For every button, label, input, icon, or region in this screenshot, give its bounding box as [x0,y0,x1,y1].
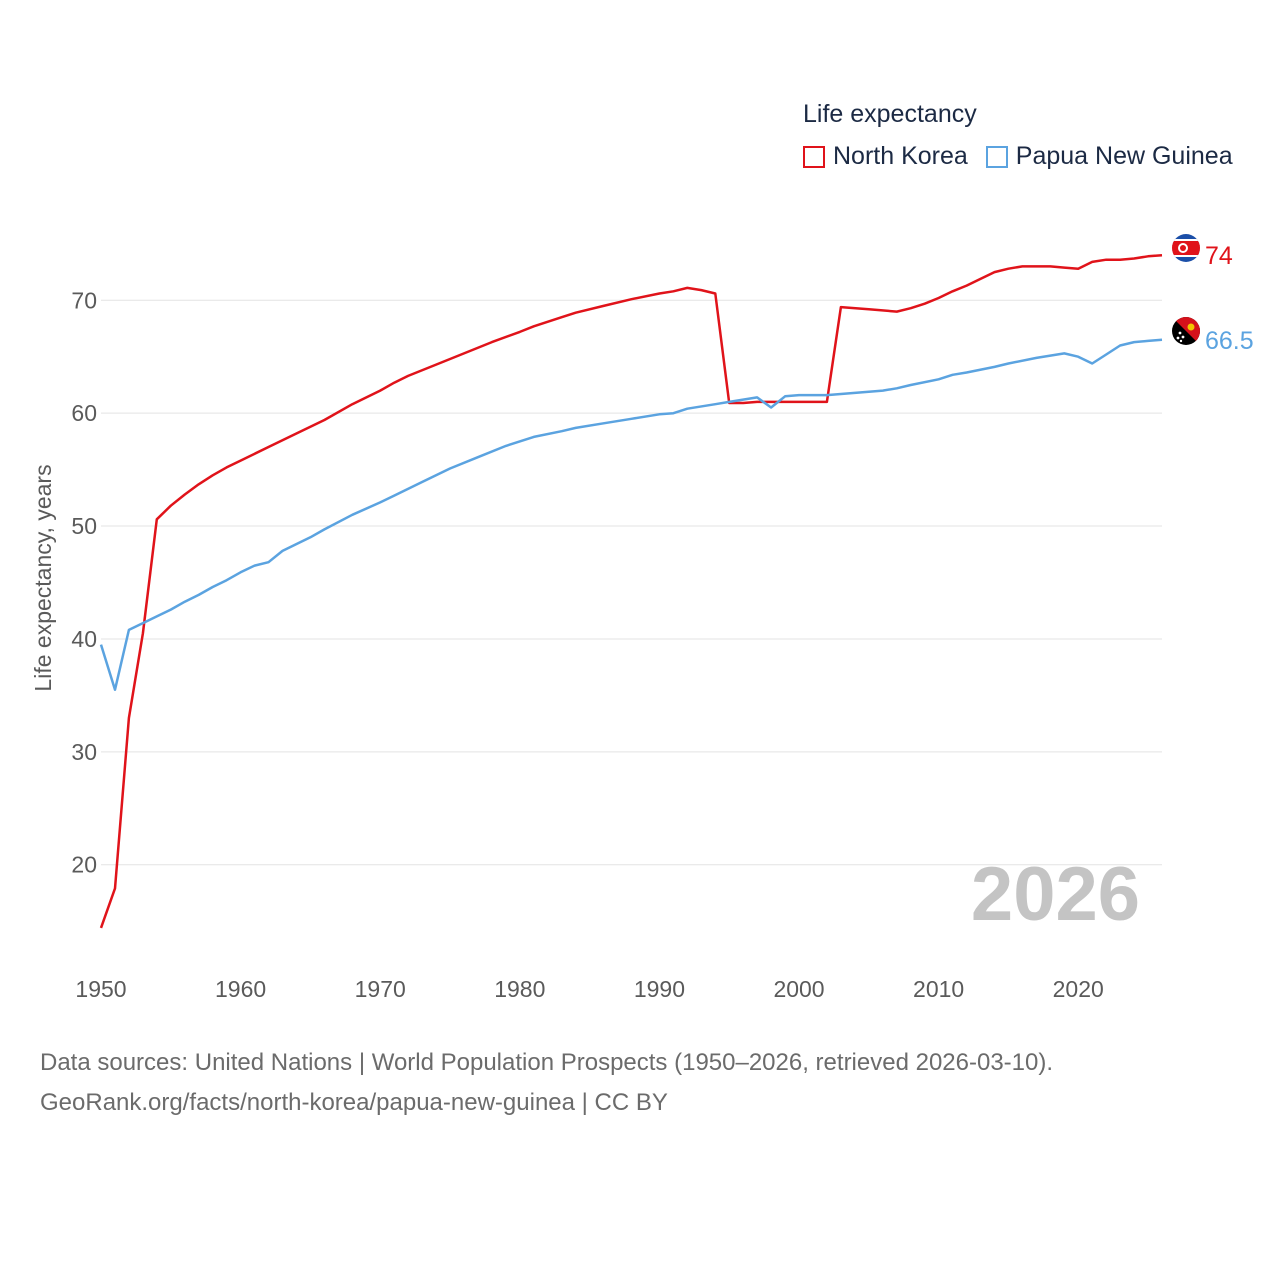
legend-label-papua-new-guinea: Papua New Guinea [1015,142,1233,170]
year-watermark: 2026 [971,852,1140,937]
x-tick-label: 1990 [634,976,685,1002]
sources-line-1: Data sources: United Nations | World Pop… [40,1049,1054,1076]
legend-item-papua-new-guinea[interactable]: Papua New Guinea [985,142,1233,171]
legend: North Korea Papua New Guinea [803,142,1251,171]
legend-label-north-korea: North Korea [833,142,968,170]
legend-swatch-papua-new-guinea [985,145,1008,168]
series-line-papua-new-guinea[interactable] [99,338,1163,691]
legend-item-north-korea[interactable]: North Korea [803,142,968,171]
sources-line-2[interactable]: GeoRank.org/facts/north-korea/papua-new-… [40,1089,668,1116]
legend-swatch-north-korea [803,145,825,168]
end-label-north-korea: 74 [1205,242,1233,270]
y-tick-label: 30 [71,739,97,765]
x-tick-label: 2000 [773,976,824,1002]
papua-new-guinea-flag-icon [1172,317,1200,345]
end-labels: 74 66.5 [1205,242,1254,355]
y-tick-label: 20 [71,852,97,878]
y-axis-label: Life expectancy, years [30,464,56,691]
north-korea-flag-icon [1172,234,1200,262]
x-tick-label: 1950 [75,976,126,1002]
gridlines [101,299,1162,866]
y-tick-label: 60 [71,400,97,426]
x-axis-ticks: 1950 1960 1970 1980 1990 2000 2010 2020 [75,976,1103,1002]
y-axis-ticks: 20 30 40 50 60 70 [71,287,97,877]
end-label-papua-new-guinea: 66.5 [1205,327,1254,355]
series-lines [99,253,1163,929]
y-tick-label: 70 [71,287,97,313]
x-tick-label: 2010 [913,976,964,1002]
x-tick-label: 2020 [1053,976,1104,1002]
data-sources: Data sources: United Nations | World Pop… [40,1043,1053,1123]
legend-title: Life expectancy [803,100,977,128]
x-tick-label: 1980 [494,976,545,1002]
series-line-north-korea[interactable] [99,253,1163,929]
y-tick-label: 50 [71,513,97,539]
y-tick-label: 40 [71,626,97,652]
x-tick-label: 1970 [355,976,406,1002]
x-tick-label: 1960 [215,976,266,1002]
